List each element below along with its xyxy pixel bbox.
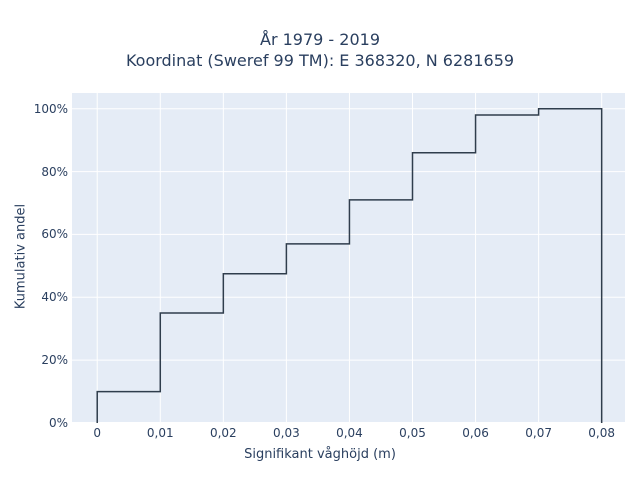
chart-title-line-2: Koordinat (Sweref 99 TM): E 368320, N 62… [125,51,515,70]
x-tick-label: 0 [93,426,102,440]
y-tick-label: 0% [48,416,68,430]
y-axis-label: Kumulativ andel [13,203,29,310]
x-tick-label: 0,06 [462,426,489,440]
x-tick-label: 0,04 [336,426,363,440]
x-tick-label: 0,05 [399,426,426,440]
series-step-line [96,107,603,423]
x-tick-label: 0,02 [209,426,237,440]
y-tick-label: 60% [41,227,68,242]
y-tick-label: 20% [41,353,68,368]
x-tick-label: 0,03 [273,426,300,440]
chart-title-line-1: År 1979 - 2019 [260,30,380,49]
plot-background [72,93,625,423]
x-axis-label: Signifikant våghöjd (m) [244,447,396,462]
y-tick-label: 40% [41,290,68,305]
x-tick-label: 0,08 [588,426,616,440]
x-tick-label: 0,07 [525,426,552,440]
y-tick-label: 100% [33,101,68,116]
series-group [96,107,603,423]
y-tick-label: 80% [41,164,68,179]
grid-lines [72,93,625,424]
x-tick-label: 0,01 [146,426,174,440]
